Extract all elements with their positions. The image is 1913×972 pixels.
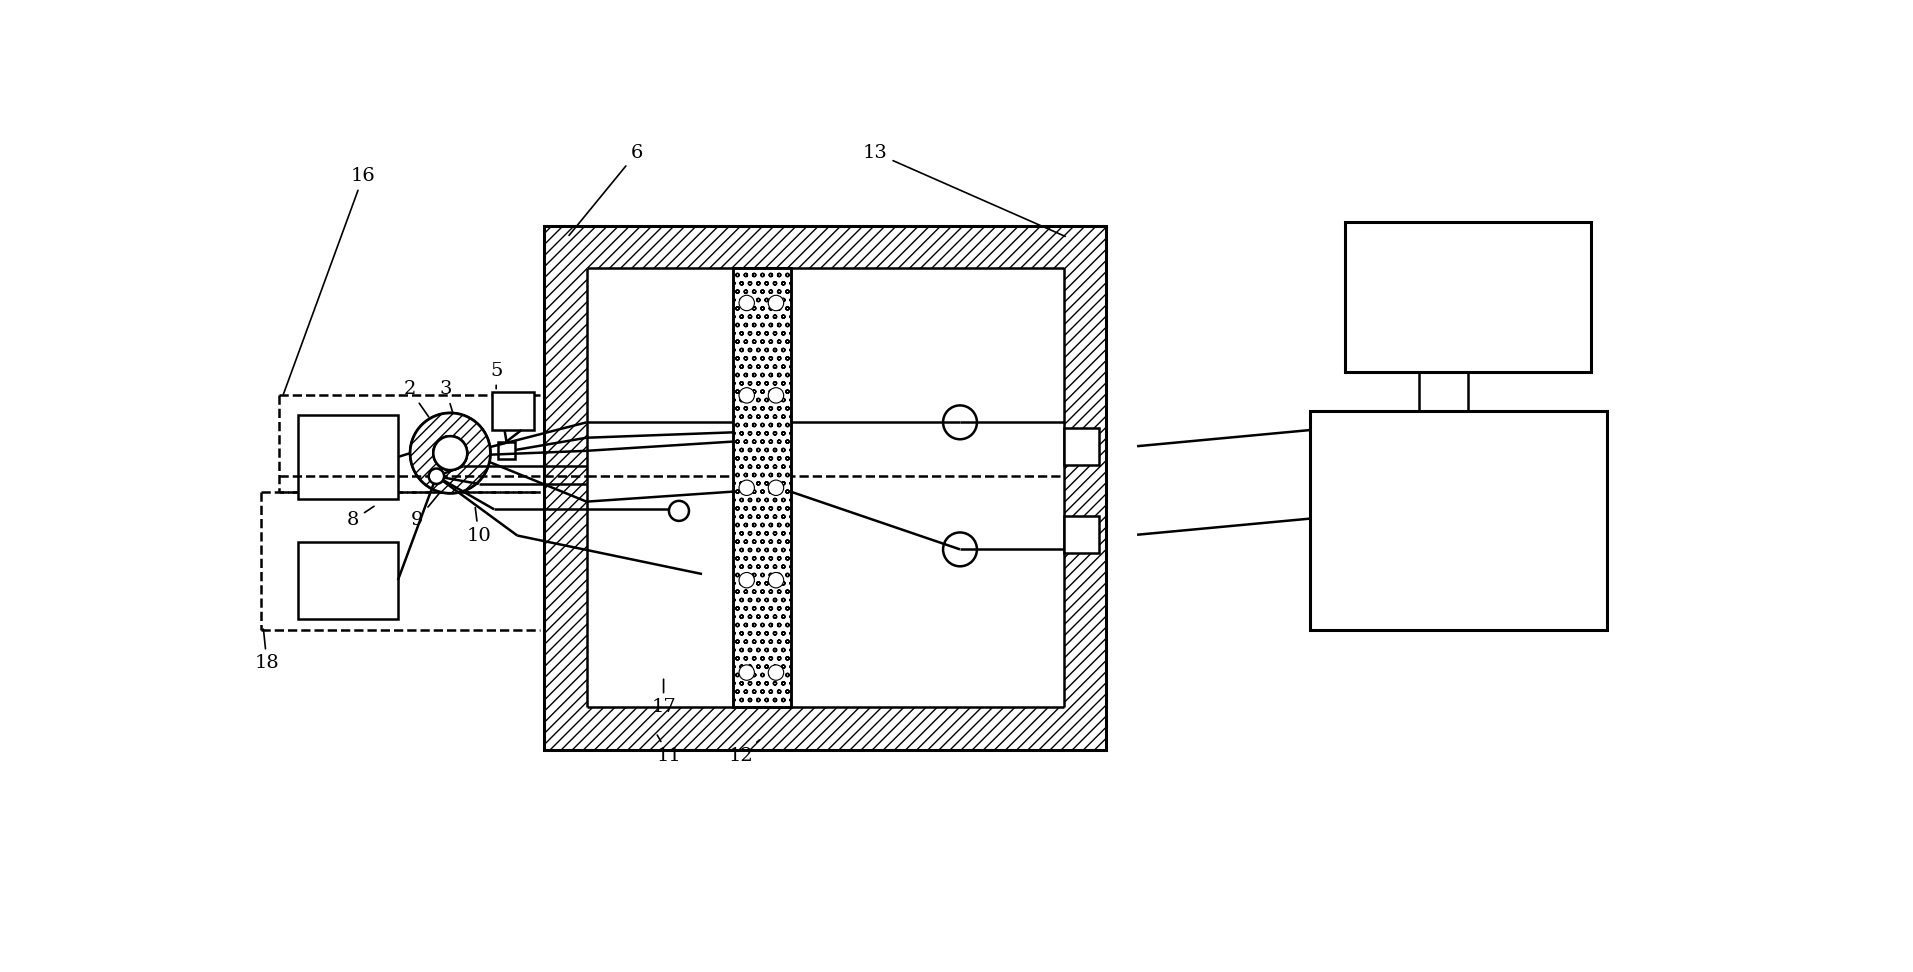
Text: 5: 5 [490,362,503,389]
Circle shape [738,665,754,680]
Text: 3: 3 [440,380,459,435]
Circle shape [738,388,754,403]
Bar [492,392,534,430]
Text: 1: 1 [342,448,354,466]
Circle shape [738,573,754,588]
Text: 7: 7 [342,572,354,589]
Text: 18: 18 [254,629,279,673]
Bar [1064,516,1098,553]
Text: 16: 16 [283,167,375,395]
Circle shape [434,436,467,470]
Text: 4: 4 [507,401,520,420]
Bar [733,268,790,708]
Text: 15: 15 [1456,288,1481,306]
Circle shape [769,388,784,403]
Text: 2: 2 [404,380,429,417]
Bar [298,541,398,619]
Circle shape [429,469,444,484]
Circle shape [769,573,784,588]
Circle shape [943,405,978,439]
Bar [1310,411,1607,630]
Bar [298,415,398,500]
Circle shape [409,413,490,493]
Text: 6: 6 [568,144,643,235]
Circle shape [434,436,467,470]
Text: 12: 12 [729,740,759,765]
Circle shape [738,295,754,311]
Text: 17: 17 [650,679,675,716]
Circle shape [738,480,754,496]
Bar [497,441,515,459]
Circle shape [769,295,784,311]
Text: 11: 11 [656,735,681,765]
Circle shape [670,501,689,521]
Text: 14: 14 [1446,511,1471,529]
Text: 9: 9 [411,492,440,529]
Circle shape [769,665,784,680]
Text: 10: 10 [467,507,492,544]
Bar [543,226,1106,749]
Text: 13: 13 [863,144,1066,236]
Bar [587,268,1064,708]
Bar [733,268,790,708]
Circle shape [943,533,978,567]
Circle shape [769,480,784,496]
Text: 8: 8 [346,506,375,529]
Bar [1345,223,1592,372]
Bar [1064,428,1098,465]
